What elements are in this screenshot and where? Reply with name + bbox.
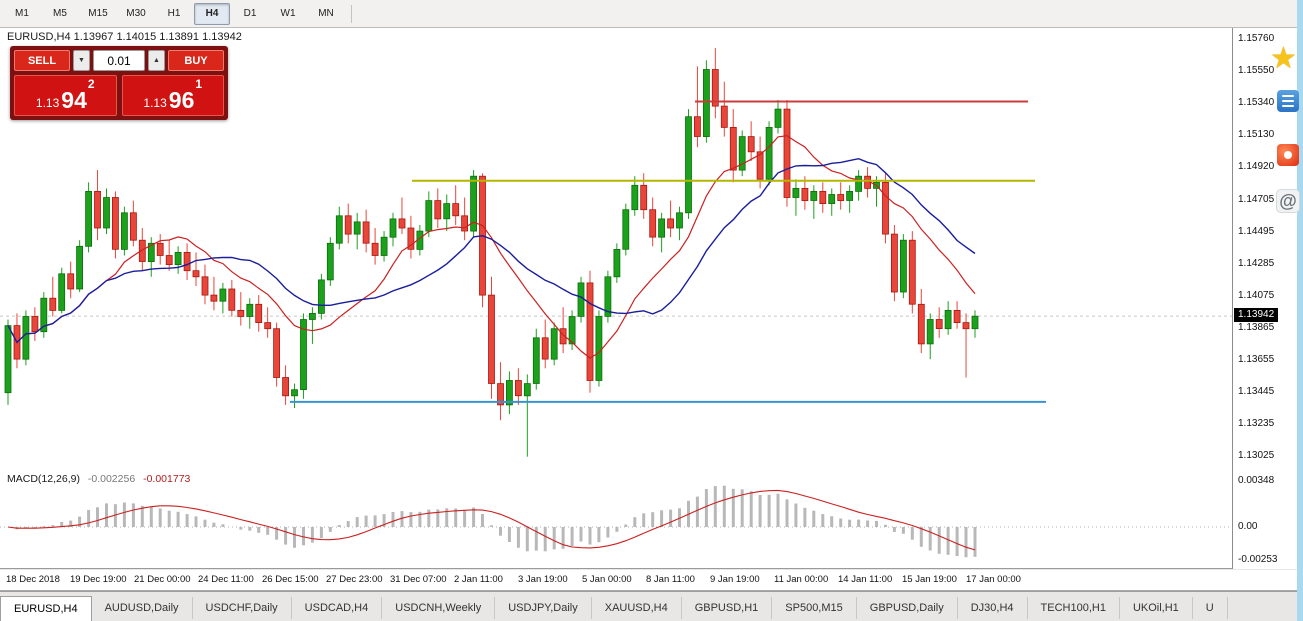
macd-chart-canvas[interactable] bbox=[0, 472, 1232, 568]
time-axis-label: 21 Dec 00:00 bbox=[134, 574, 191, 585]
price-axis-label: 1.15130 bbox=[1238, 129, 1275, 140]
price-axis-label: 1.13865 bbox=[1238, 322, 1275, 333]
macd-signal-value: -0.001773 bbox=[143, 473, 191, 485]
time-axis-label: 14 Jan 11:00 bbox=[838, 574, 893, 585]
buy-price-pipette: 1 bbox=[195, 77, 203, 91]
chart-tab-dj30-h4[interactable]: DJ30,H4 bbox=[957, 597, 1028, 619]
price-axis-label: 1.14705 bbox=[1238, 194, 1275, 205]
chart-tab-tech100-h1[interactable]: TECH100,H1 bbox=[1027, 597, 1120, 619]
timeframe-button-d1[interactable]: D1 bbox=[243, 8, 257, 19]
sell-price-display[interactable]: 1.13 94 2 bbox=[14, 75, 117, 116]
lot-size-input[interactable] bbox=[93, 50, 145, 71]
time-axis-label: 9 Jan 19:00 bbox=[710, 574, 760, 585]
buy-price-display[interactable]: 1.13 96 1 bbox=[121, 75, 224, 116]
chart-tab-ukoil-h1[interactable]: UKOil,H1 bbox=[1119, 597, 1193, 619]
buy-button[interactable]: BUY bbox=[168, 50, 224, 71]
macd-header: MACD(12,26,9) -0.002256 -0.001773 bbox=[7, 473, 190, 485]
price-axis-label: 1.13025 bbox=[1238, 450, 1275, 461]
timeframe-button-m5[interactable]: M5 bbox=[53, 8, 67, 19]
price-axis-label: 1.13235 bbox=[1238, 418, 1275, 429]
chart-tab-usdcad-h4[interactable]: USDCAD,H4 bbox=[291, 597, 383, 619]
time-axis-label: 18 Dec 2018 bbox=[6, 574, 60, 585]
lot-decrease-button[interactable]: ▼ bbox=[73, 50, 90, 71]
time-axis-label: 11 Jan 00:00 bbox=[774, 574, 829, 585]
macd-axis-label: 0.00 bbox=[1238, 521, 1258, 532]
price-axis-label: 1.15340 bbox=[1238, 97, 1275, 108]
chat-panel-icon[interactable] bbox=[1277, 90, 1299, 112]
time-axis-label: 31 Dec 07:00 bbox=[390, 574, 447, 585]
chart-tab-xauusd-h4[interactable]: XAUUSD,H4 bbox=[591, 597, 682, 619]
macd-axis-label: 0.00348 bbox=[1238, 475, 1275, 486]
icon-bar bbox=[1282, 100, 1294, 102]
chart-tabs-bar: EURUSD,H4 AUDUSD,Daily USDCHF,Daily USDCAD,… bbox=[0, 591, 1303, 621]
chart-tab-audusd-daily[interactable]: AUDUSD,Daily bbox=[91, 597, 193, 619]
chart-tab-gbpusd-h1[interactable]: GBPUSD,H1 bbox=[681, 597, 773, 619]
buy-price-big-figure: 1.13 bbox=[143, 96, 167, 110]
macd-label: MACD(12,26,9) bbox=[7, 473, 80, 485]
icon-bar bbox=[1282, 105, 1294, 107]
price-axis-label: 1.14920 bbox=[1238, 161, 1275, 172]
price-axis-label: 1.15760 bbox=[1238, 33, 1275, 44]
price-chart-canvas[interactable] bbox=[0, 28, 1232, 468]
time-axis-label: 24 Dec 11:00 bbox=[198, 574, 254, 585]
time-axis-label: 15 Jan 19:00 bbox=[902, 574, 957, 585]
desktop-edge-strip bbox=[1297, 0, 1303, 621]
sell-price-big-figure: 1.13 bbox=[35, 96, 60, 110]
sell-price-pipette: 2 bbox=[87, 77, 95, 91]
macd-axis[interactable]: 0.00348 0.00 -0.00253 bbox=[1232, 470, 1303, 569]
time-axis-label: 2 Jan 11:00 bbox=[454, 574, 503, 585]
ohlc-text: EURUSD,H4 1.13967 1.14015 1.13891 1.1394… bbox=[7, 31, 242, 43]
chart-tab-usdchf-daily[interactable]: USDCHF,Daily bbox=[192, 597, 292, 619]
price-axis-label: 1.13445 bbox=[1238, 386, 1275, 397]
mention-icon[interactable]: @ bbox=[1276, 189, 1300, 213]
price-axis-label: 1.14075 bbox=[1238, 290, 1275, 301]
chart-tab-eurusd-h4[interactable]: EURUSD,H4 bbox=[0, 596, 92, 621]
buy-price-pips: 96 bbox=[168, 87, 195, 113]
time-axis-label: 27 Dec 23:00 bbox=[326, 574, 383, 585]
timeframe-button-w1[interactable]: W1 bbox=[280, 8, 296, 19]
timeframe-button-m30[interactable]: M30 bbox=[126, 8, 146, 19]
time-axis[interactable]: 18 Dec 2018 19 Dec 19:00 21 Dec 00:00 24 De… bbox=[0, 570, 1303, 591]
timeframe-button-h1[interactable]: H1 bbox=[167, 8, 181, 19]
timeframe-button-m15[interactable]: M15 bbox=[88, 8, 108, 19]
lot-increase-button[interactable]: ▲ bbox=[148, 50, 165, 71]
macd-main-value: -0.002256 bbox=[87, 473, 136, 485]
macd-panel: MACD(12,26,9) -0.002256 -0.001773 bbox=[0, 470, 1232, 569]
hot-news-icon[interactable] bbox=[1277, 144, 1299, 166]
chart-tab-usdcnh-weekly[interactable]: USDCNH,Weekly bbox=[382, 597, 496, 619]
macd-axis-label: -0.00253 bbox=[1238, 554, 1278, 565]
sell-button[interactable]: SELL bbox=[14, 50, 70, 71]
price-axis-label: 1.15550 bbox=[1238, 65, 1275, 76]
icon-bar bbox=[1282, 95, 1294, 97]
chart-ohlc-header: EURUSD,H4 1.13967 1.14015 1.13891 1.1394… bbox=[7, 31, 242, 43]
chevron-up-icon: ▲ bbox=[153, 57, 160, 64]
price-axis-label: 1.14495 bbox=[1238, 226, 1275, 237]
favorite-star-icon[interactable]: ★ bbox=[1270, 42, 1297, 75]
icon-dot bbox=[1284, 151, 1292, 159]
toolbar-separator bbox=[351, 4, 352, 23]
time-axis-label: 5 Jan 00:00 bbox=[582, 574, 632, 585]
current-price-tag: 1.13942 bbox=[1234, 308, 1279, 322]
time-axis-label: 3 Jan 19:00 bbox=[518, 574, 568, 585]
timeframe-button-mn[interactable]: MN bbox=[318, 8, 334, 19]
chevron-down-icon: ▼ bbox=[78, 57, 85, 64]
chart-tab-sp500-m15[interactable]: SP500,M15 bbox=[772, 597, 857, 619]
time-axis-label: 8 Jan 11:00 bbox=[646, 574, 695, 585]
main-chart-panel: EURUSD,H4 1.13967 1.14015 1.13891 1.1394… bbox=[0, 28, 1232, 472]
chart-tab-u[interactable]: U bbox=[1192, 597, 1228, 619]
time-axis-label: 26 Dec 15:00 bbox=[262, 574, 319, 585]
timeframe-button-h4[interactable]: H4 bbox=[194, 2, 230, 25]
timeframe-toolbar: M1 M5 M15 M30 H1 H4 D1 W1 MN bbox=[0, 0, 1303, 28]
timeframe-button-m1[interactable]: M1 bbox=[15, 8, 29, 19]
time-axis-label: 19 Dec 19:00 bbox=[70, 574, 127, 585]
time-axis-label: 17 Jan 00:00 bbox=[966, 574, 1021, 585]
chart-tab-usdjpy-daily[interactable]: USDJPY,Daily bbox=[495, 597, 592, 619]
price-axis-label: 1.14285 bbox=[1238, 258, 1275, 269]
price-axis-label: 1.13655 bbox=[1238, 354, 1275, 365]
chart-tab-gbpusd-daily[interactable]: GBPUSD,Daily bbox=[856, 597, 958, 619]
sell-price-pips: 94 bbox=[61, 87, 87, 113]
